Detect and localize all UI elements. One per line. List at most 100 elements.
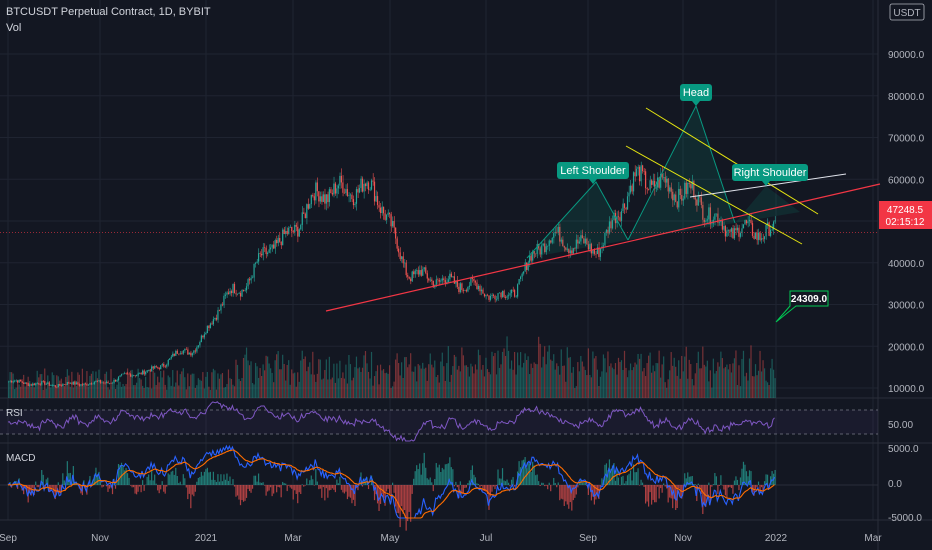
volume-bar [203, 388, 205, 398]
candle-body [480, 289, 483, 292]
macd-histogram-bar [655, 485, 657, 503]
macd-histogram-bar [256, 481, 258, 485]
volume-bar [190, 374, 192, 398]
candle-body [690, 183, 692, 189]
candle-body [611, 220, 614, 229]
candle-body [151, 366, 153, 372]
candle-body [696, 199, 698, 206]
candle-body [227, 292, 230, 294]
volume-bar [236, 364, 239, 398]
volume-bar [629, 363, 632, 398]
rsi-pane[interactable] [0, 401, 878, 442]
candle-body [539, 248, 541, 255]
macd-histogram-bar [765, 474, 767, 485]
macd-histogram-bar [345, 485, 347, 492]
macd-histogram-bar [434, 479, 436, 485]
macd-histogram-bar [343, 485, 346, 494]
volume-bar [738, 365, 740, 398]
macd-pane[interactable] [0, 444, 878, 531]
candle-body [339, 175, 341, 186]
candle-body [700, 197, 702, 206]
volume-bar [62, 383, 64, 398]
candle-body [495, 299, 498, 300]
macd-histogram-bar [547, 485, 549, 490]
volume-bar [739, 386, 742, 398]
macd-histogram-bar [646, 485, 648, 502]
macd-histogram-bar [678, 485, 680, 489]
volume-bar [324, 370, 326, 398]
macd-histogram-bar [276, 485, 278, 493]
candle-body [515, 296, 517, 298]
volume-bar [491, 351, 493, 398]
volume-bar [318, 359, 320, 398]
drawings[interactable] [325, 104, 881, 312]
volume-bar [104, 373, 106, 398]
volume-bar [520, 352, 522, 398]
rsi-label[interactable]: RSI [6, 408, 23, 419]
candle-body [730, 228, 733, 232]
volume-bar [566, 347, 568, 398]
volume-bar [59, 380, 61, 398]
macd-histogram-bar [17, 485, 19, 489]
volume-indicator-label[interactable]: Vol [6, 22, 21, 34]
candle-body [342, 182, 344, 193]
candle-body [702, 205, 704, 220]
macd-histogram-bar [190, 485, 192, 509]
volume-bar [9, 372, 11, 398]
macd-histogram-bar [392, 482, 394, 485]
candle-body [757, 232, 760, 241]
volume-bar [506, 336, 508, 398]
macd-histogram-bar [501, 468, 504, 485]
macd-histogram-bar [35, 481, 37, 485]
symbol-title[interactable]: BTCUSDT Perpetual Contract, 1D, BYBIT [6, 6, 211, 18]
macd-histogram-bar [688, 476, 690, 485]
volume-bar [434, 360, 436, 398]
volume-bar [599, 376, 602, 398]
candle-body [107, 381, 109, 384]
macd-histogram-bar [111, 485, 114, 495]
macd-histogram-bar [36, 485, 38, 488]
volume-bar [254, 362, 257, 398]
candle-body [742, 224, 745, 229]
macd-histogram-bar [248, 485, 251, 492]
volume-bar [685, 346, 687, 398]
candle-body [583, 238, 585, 244]
volume-bar [762, 360, 764, 398]
candle-body [556, 231, 558, 233]
candle-body [705, 220, 707, 222]
volume-bar [694, 373, 696, 398]
macd-histogram-bar [679, 485, 681, 498]
macd-histogram-bar [48, 485, 50, 493]
annotation-head[interactable]: Head [680, 84, 712, 106]
macd-histogram-bar [729, 485, 731, 487]
macd-histogram-bar [526, 468, 528, 485]
annotation-right-shoulder[interactable]: Right Shoulder [732, 164, 808, 186]
candle-body [191, 353, 193, 356]
volume-bar [617, 357, 620, 398]
macd-histogram-bar [139, 485, 141, 487]
candle-body [346, 189, 349, 196]
macd-histogram-bar [209, 471, 211, 485]
candle-body [172, 353, 174, 357]
annotation-target[interactable]: 24309.0 [775, 290, 829, 323]
macd-histogram-bar [346, 485, 349, 500]
candle-body [410, 278, 412, 282]
volume-bar [623, 350, 626, 398]
macd-label[interactable]: MACD [6, 453, 35, 464]
candle-body [634, 172, 636, 177]
candle-body [361, 178, 364, 192]
macd-histogram-bar [583, 482, 585, 485]
candlesticks[interactable] [0, 161, 878, 389]
candle-body [760, 238, 763, 240]
volume-bar [139, 378, 141, 398]
volume-bar [116, 384, 118, 398]
macd-histogram-bar [760, 485, 763, 488]
annotation-left-shoulder[interactable]: Left Shoulder [557, 162, 629, 184]
volume-bar [462, 355, 464, 398]
macd-histogram-bar [554, 482, 556, 485]
currency-badge[interactable]: USDT [889, 3, 925, 21]
volume-bar [342, 372, 344, 398]
macd-histogram-bar [396, 485, 398, 513]
volume-bar [474, 364, 477, 398]
